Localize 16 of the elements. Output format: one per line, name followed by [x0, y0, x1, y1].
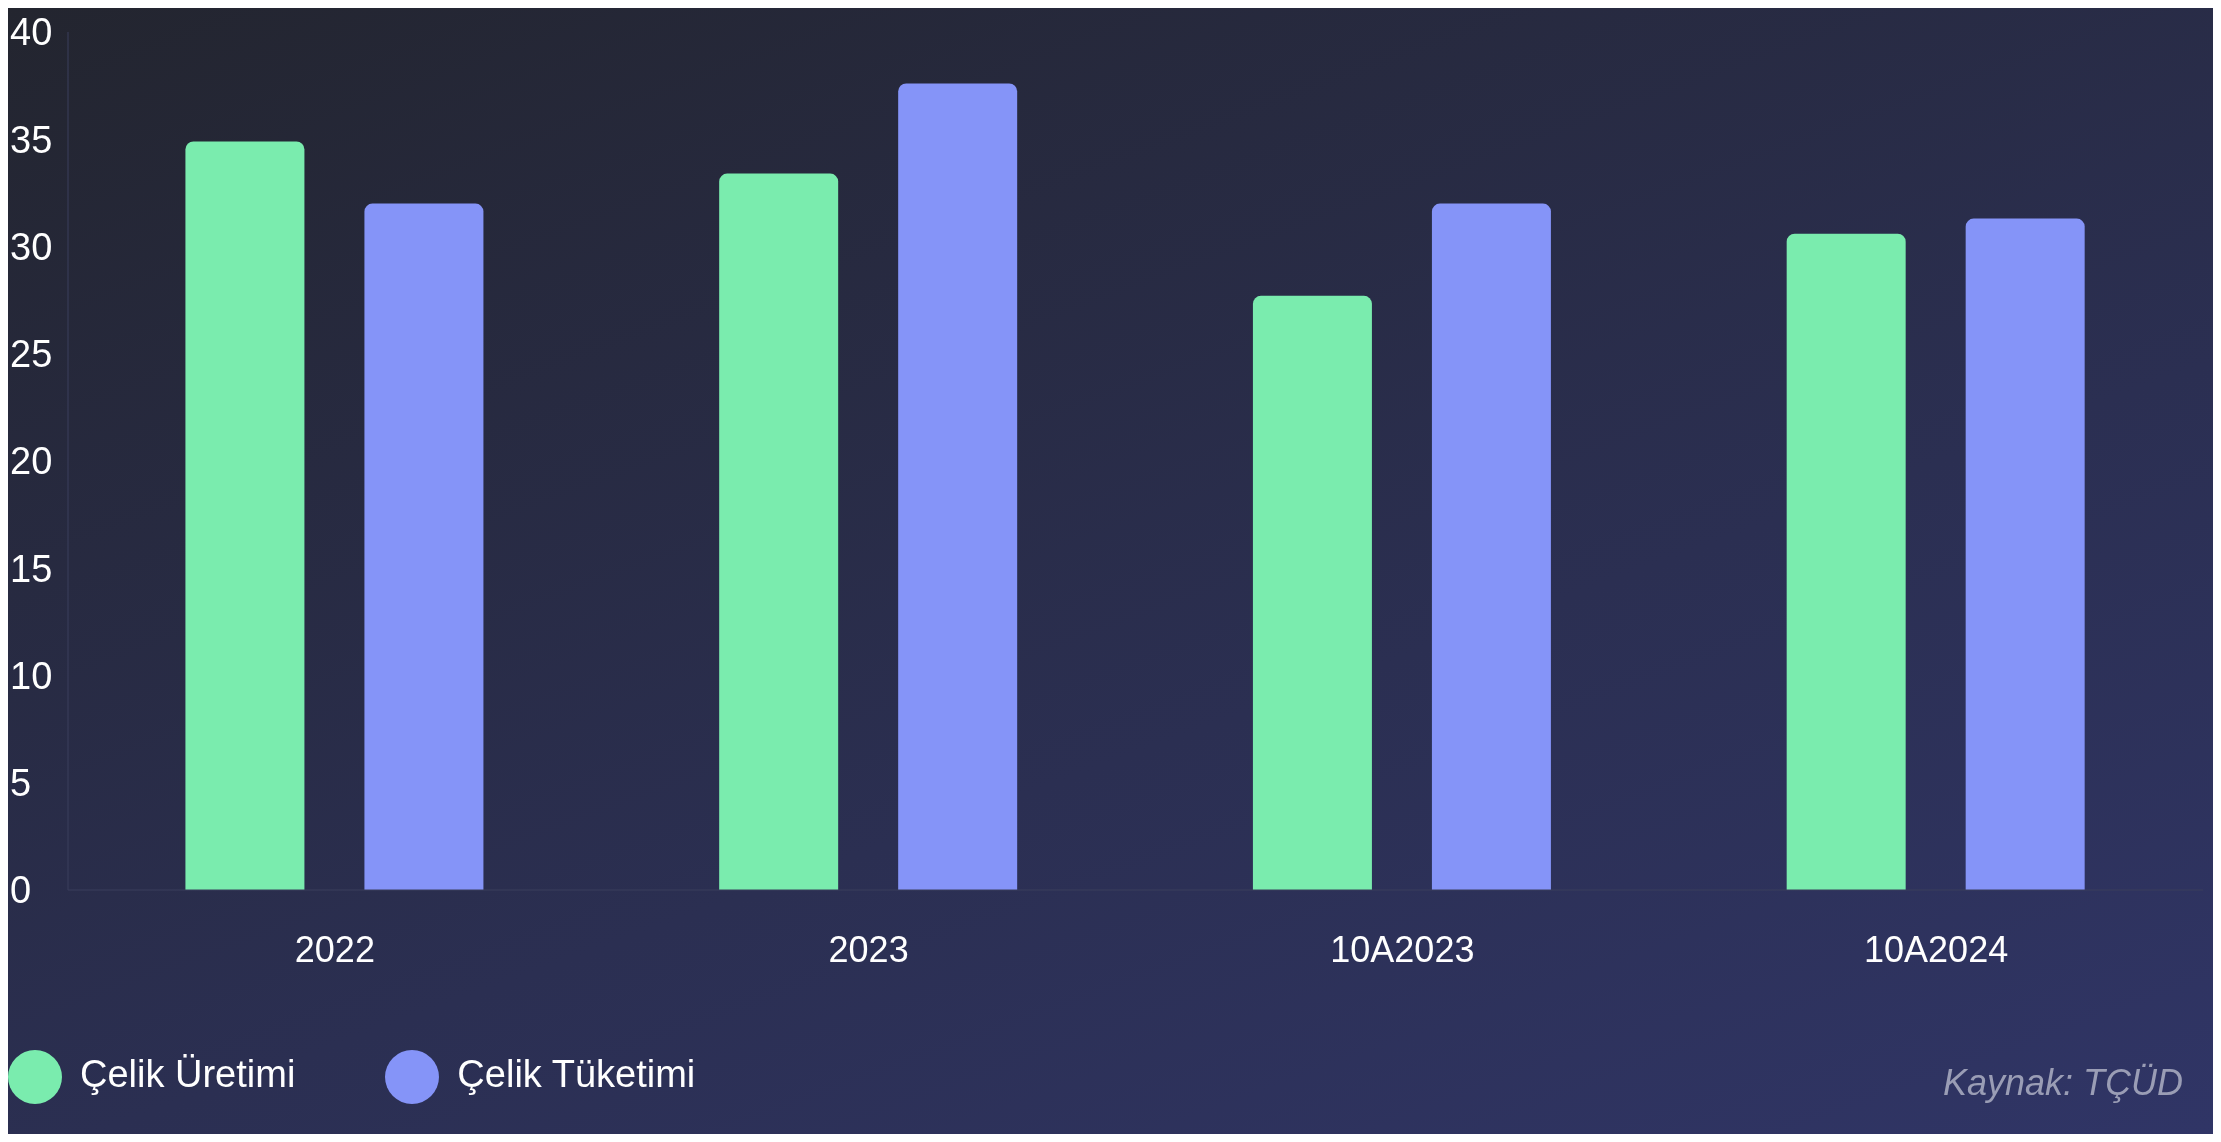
legend-label: Çelik Üretimi — [80, 1053, 296, 1096]
x-tick-label: 2023 — [828, 928, 909, 970]
legend-label: Çelik Tüketimi — [457, 1053, 696, 1096]
y-tick-label: 30 — [10, 225, 53, 268]
x-tick-label: 2022 — [294, 928, 375, 970]
x-tick-label: 10A2023 — [1330, 928, 1475, 970]
y-tick-label: 10 — [10, 654, 53, 697]
y-tick-label: 0 — [10, 869, 32, 912]
y-tick-label: 35 — [10, 118, 53, 161]
x-tick-label: 10A2024 — [1864, 928, 2009, 970]
y-tick-label: 40 — [10, 11, 53, 54]
y-tick-label: 5 — [10, 762, 32, 805]
y-tick-label: 25 — [10, 333, 53, 376]
text: Kaynak: TÇÜD — [1942, 1062, 2183, 1104]
y-tick-label: 15 — [10, 547, 53, 590]
y-tick-label: 20 — [10, 440, 53, 483]
